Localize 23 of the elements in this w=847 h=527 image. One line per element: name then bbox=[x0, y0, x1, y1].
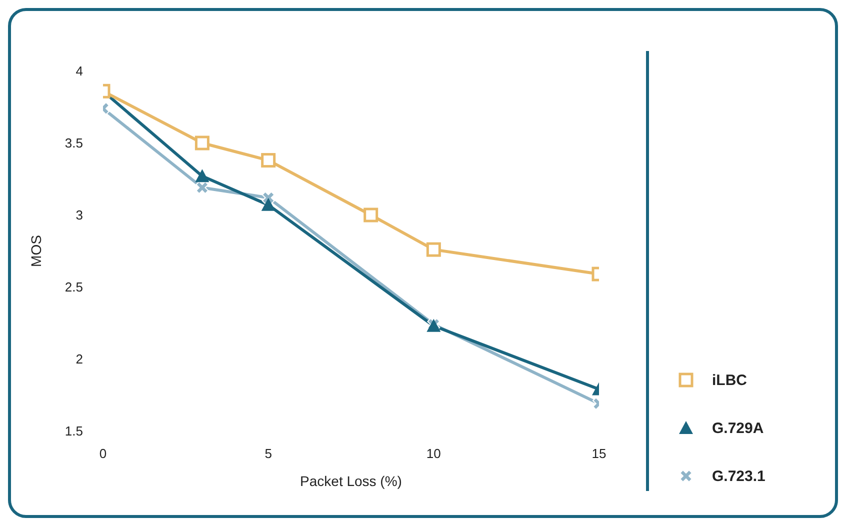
point bbox=[196, 181, 209, 194]
y-tick-label: 2.5 bbox=[64, 280, 83, 295]
y-axis-title: MOS bbox=[28, 235, 44, 267]
legend-label: iLBC bbox=[712, 372, 747, 388]
point bbox=[194, 136, 210, 150]
legend-label: G.723.1 bbox=[712, 468, 766, 484]
legend-label: G.729A bbox=[712, 420, 764, 436]
y-tick-label: 3.5 bbox=[64, 136, 83, 151]
point bbox=[262, 191, 275, 204]
point bbox=[426, 242, 441, 257]
point bbox=[195, 169, 210, 182]
x-tick-label: 10 bbox=[426, 446, 441, 462]
y-tick-label: 4 bbox=[76, 64, 83, 79]
point bbox=[261, 153, 276, 168]
x-tick-label: 15 bbox=[592, 446, 606, 462]
x-axis-title: Packet Loss (%) bbox=[300, 473, 402, 489]
x-tick-label: 5 bbox=[264, 446, 272, 462]
point bbox=[261, 198, 276, 211]
y-tick-label: 2 bbox=[76, 352, 83, 367]
y-tick-label: 3 bbox=[76, 208, 83, 223]
y-tick-label: 1.5 bbox=[64, 424, 83, 439]
x-tick-label: 0 bbox=[99, 446, 107, 462]
point bbox=[364, 208, 378, 222]
